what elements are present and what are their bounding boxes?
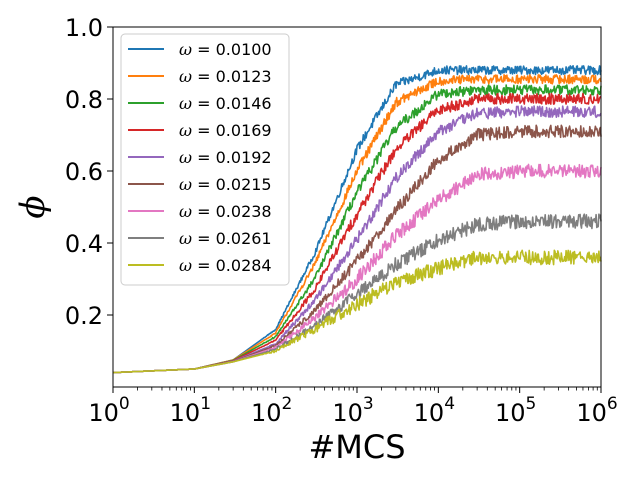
series-layer xyxy=(112,65,602,374)
legend-label: ω = 0.0238 xyxy=(179,202,272,221)
y-tick-label: 0.6 xyxy=(65,158,103,186)
y-tick-label: 0.2 xyxy=(65,302,103,330)
x-tick-label: 100 xyxy=(88,394,129,427)
series-line-9 xyxy=(112,249,602,374)
legend-entry: ω = 0.0261 xyxy=(128,229,272,248)
legend-entry: ω = 0.0238 xyxy=(128,202,272,221)
legend-entry: ω = 0.0146 xyxy=(128,94,272,113)
legend-label: ω = 0.0146 xyxy=(179,94,272,113)
legend-entry: ω = 0.0192 xyxy=(128,148,272,167)
legend-entry: ω = 0.0169 xyxy=(128,121,272,140)
legend-entry: ω = 0.0215 xyxy=(128,175,272,194)
legend-entry: ω = 0.0100 xyxy=(128,40,272,59)
legend-box xyxy=(120,33,290,286)
legend-label: ω = 0.0100 xyxy=(179,40,272,59)
legend: ω = 0.0100 ω = 0.0123 ω = 0.0146 ω = 0.0169… xyxy=(120,33,290,286)
x-axis: 100 101 102 103 104 105 106 xyxy=(88,387,618,427)
legend-label: ω = 0.0215 xyxy=(179,175,272,194)
x-axis-label: #MCS xyxy=(308,428,405,466)
y-tick-label: 1.0 xyxy=(65,14,103,42)
x-tick-label: 106 xyxy=(576,394,617,427)
legend-label: ω = 0.0192 xyxy=(179,148,272,167)
legend-entry: ω = 0.0284 xyxy=(128,256,272,275)
x-tick-label: 104 xyxy=(414,394,455,427)
legend-label: ω = 0.0284 xyxy=(179,256,272,275)
y-tick-label: 0.4 xyxy=(65,230,103,258)
y-axis: 0.2 0.4 0.6 0.8 1.0 xyxy=(65,14,113,330)
legend-label: ω = 0.0261 xyxy=(179,229,272,248)
y-axis-label: ϕ xyxy=(13,195,53,218)
x-tick-label: 103 xyxy=(332,394,373,427)
x-tick-label: 102 xyxy=(251,394,292,427)
x-tick-label: 105 xyxy=(495,394,536,427)
legend-entry: ω = 0.0123 xyxy=(128,67,272,86)
legend-label: ω = 0.0123 xyxy=(179,67,272,86)
legend-label: ω = 0.0169 xyxy=(179,121,272,140)
x-tick-label: 101 xyxy=(170,394,211,427)
y-tick-label: 0.8 xyxy=(65,86,103,114)
